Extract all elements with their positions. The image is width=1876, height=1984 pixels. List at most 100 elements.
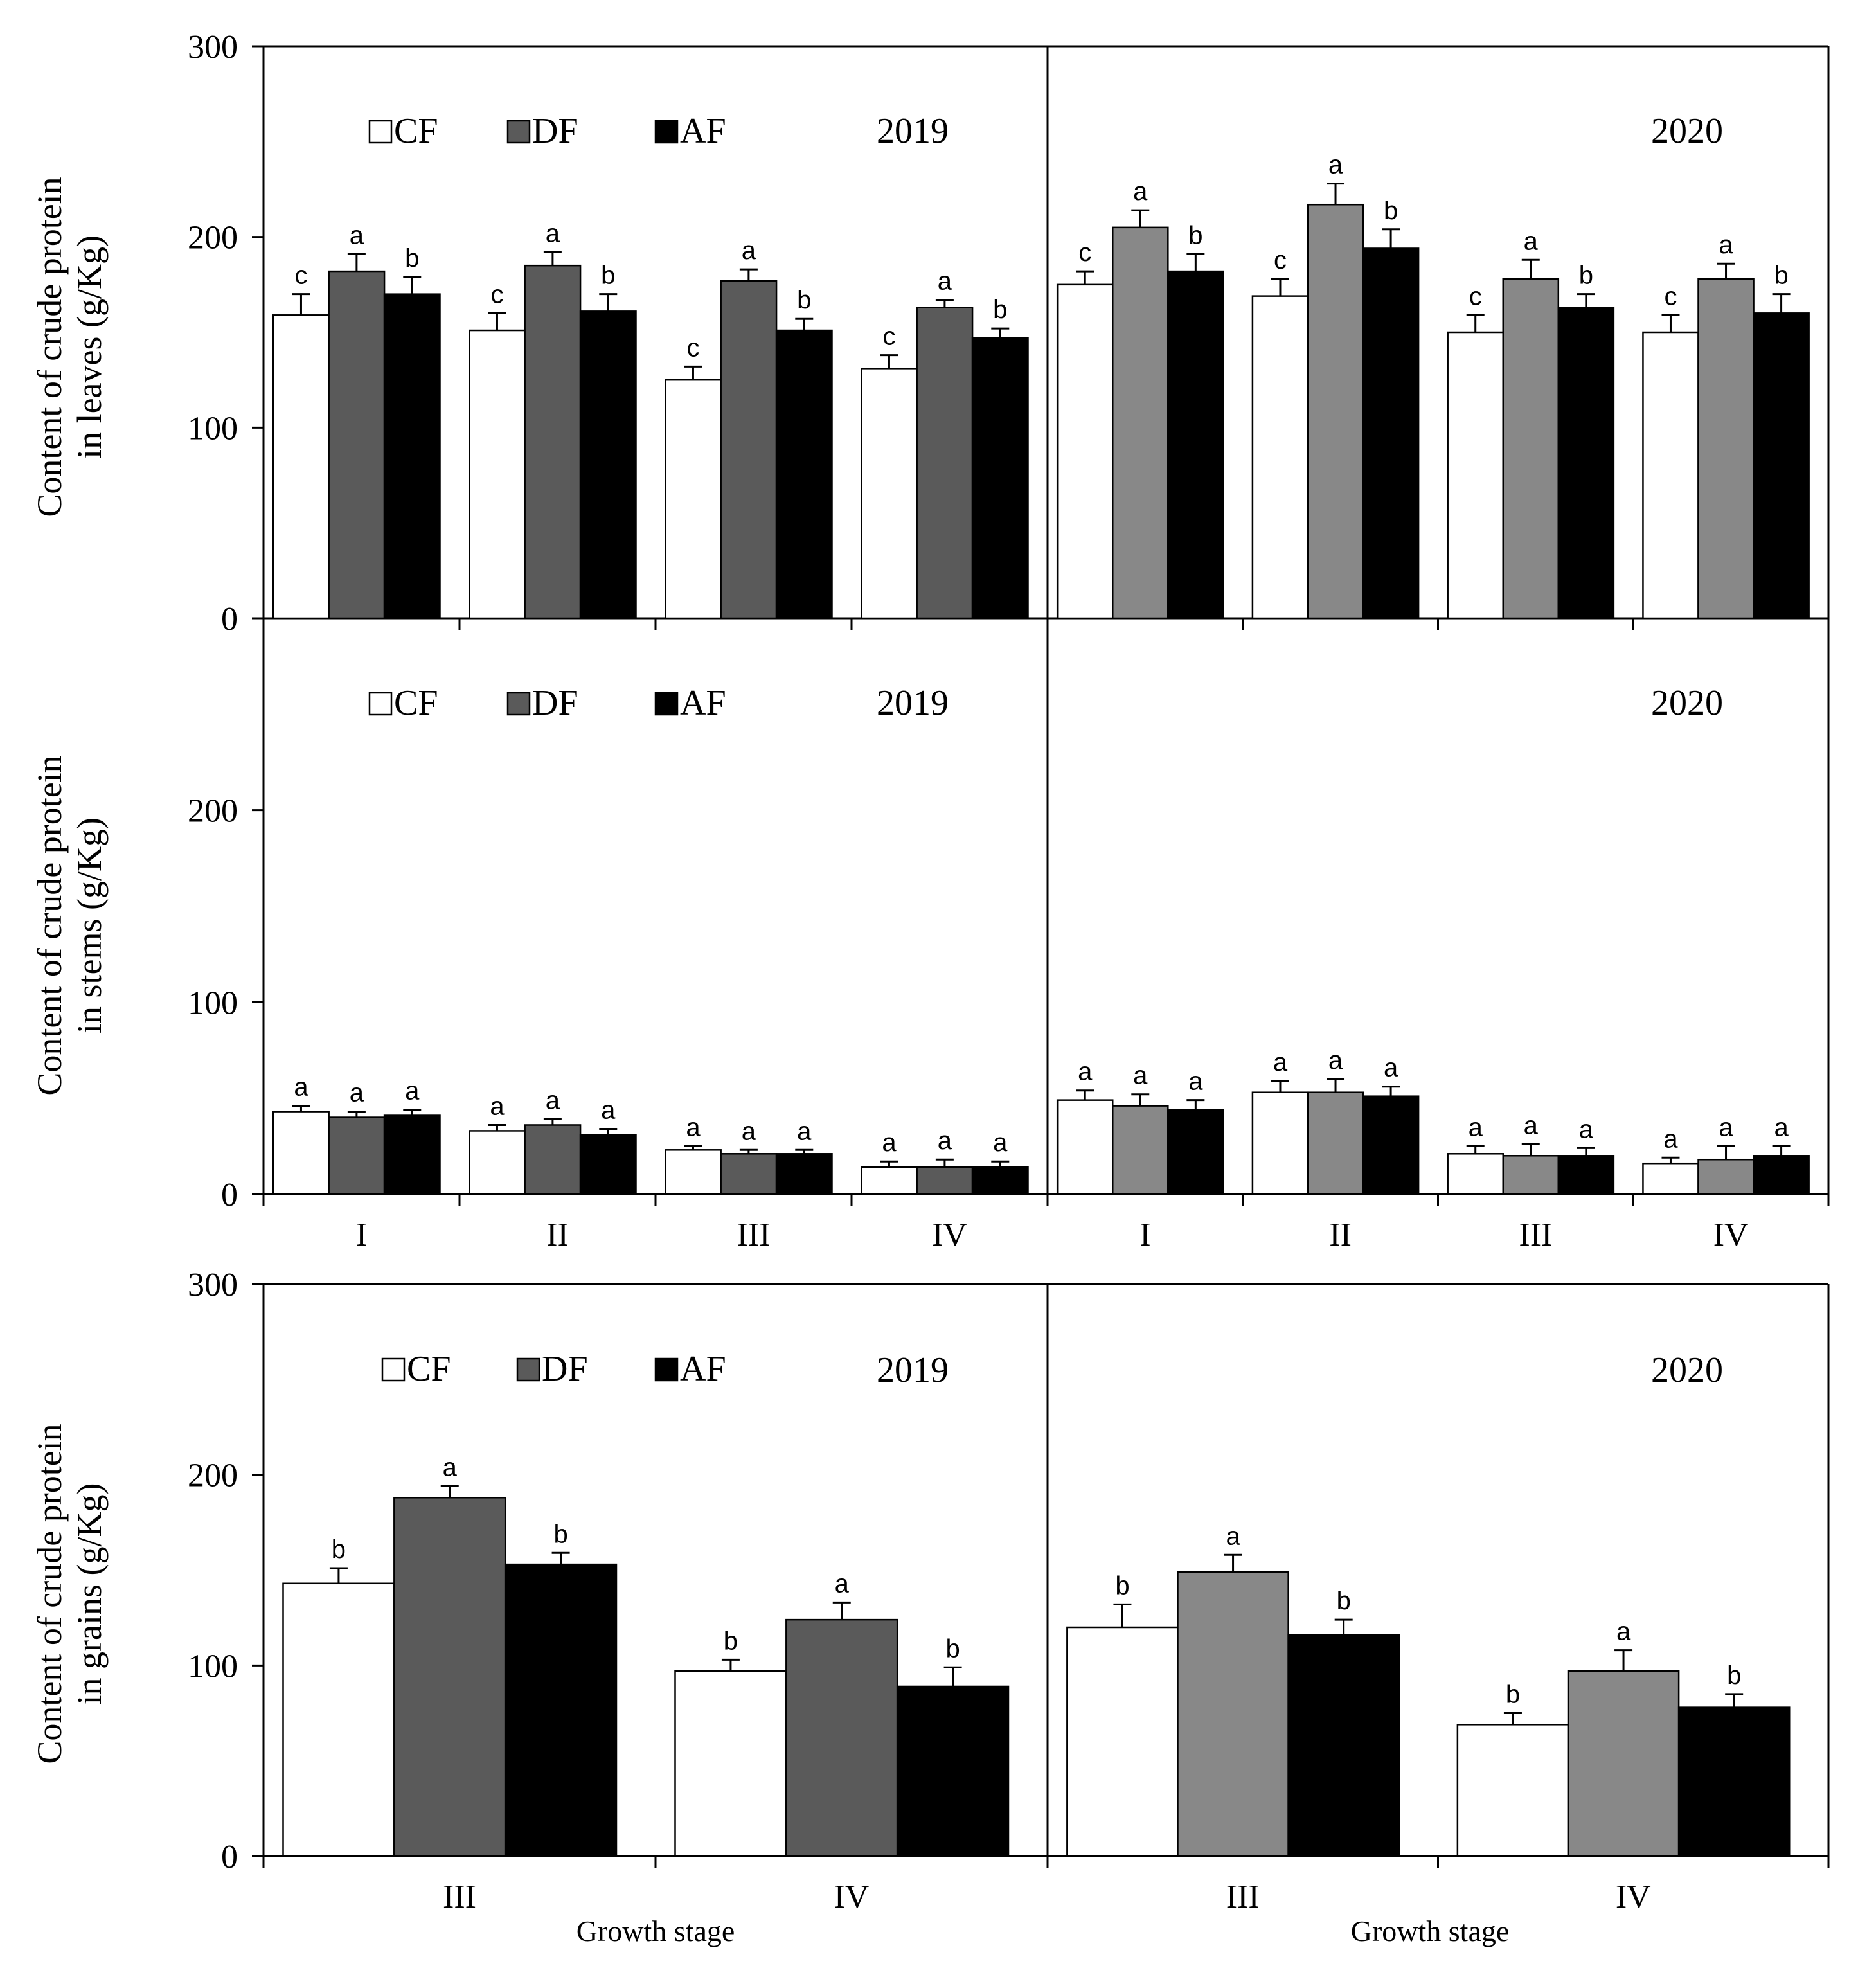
significance-label: a [797, 1117, 812, 1145]
year-label: 2020 [1651, 1350, 1723, 1390]
bar-AF-2020-III [1287, 1634, 1400, 1857]
bar-CF-2020-I [1056, 1099, 1114, 1195]
significance-label: a [686, 1113, 701, 1141]
year-label: 2019 [877, 683, 949, 723]
chart-grains: 0 100 200 300 Content of crude proteinin gra… [30, 1267, 1830, 1915]
bar-AF-2019-I [383, 1114, 441, 1195]
significance-label: b [993, 296, 1007, 324]
x-category-label: II [546, 1217, 569, 1253]
year-label: 2019 [877, 111, 949, 151]
bar-CF-2020-IV [1456, 1724, 1569, 1857]
x-category-label: IV [1713, 1217, 1749, 1253]
bar-DF-2020-II [1307, 203, 1364, 620]
legend-label-AF: AF [680, 1349, 726, 1389]
significance-label: c [686, 334, 699, 362]
legend-swatch-CF [368, 120, 393, 144]
legend-swatch-DF [506, 120, 531, 144]
bar-CF-2019-IV [861, 368, 918, 620]
bar-DF-2020-IV [1697, 1158, 1755, 1195]
bar-AF-2020-IV [1753, 1155, 1810, 1195]
significance-label: a [1133, 1062, 1148, 1090]
bar-CF-2020-II [1251, 1091, 1309, 1195]
bar-AF-2020-IV [1753, 312, 1810, 620]
x-axis-title-left: Growth stage [576, 1915, 735, 1947]
legend-label-CF: CF [394, 683, 438, 723]
significance-label: c [882, 323, 895, 351]
y-tick-label: 100 [188, 1648, 238, 1685]
legend-label-DF: DF [532, 683, 578, 723]
x-category-label: III [443, 1879, 476, 1915]
bar-CF-2019-IV [674, 1670, 787, 1857]
bar-AF-2019-I [383, 293, 441, 620]
significance-label: b [797, 286, 811, 314]
significance-label: a [1273, 1048, 1288, 1077]
bar-CF-2020-IV [1642, 331, 1699, 620]
y-tick-label: 300 [188, 1267, 238, 1303]
bar-DF-2019-II [524, 264, 582, 620]
x-category-label: III [1226, 1879, 1260, 1915]
chart-stems: 0 100 200 Content of crude proteinin stems … [30, 618, 1830, 1253]
panel-2019: b a b III b a b IV 2019 CF DF AF [262, 1349, 1010, 1915]
y-tick-label: 0 [221, 1177, 238, 1213]
bar-AF-2019-IV [971, 337, 1029, 620]
year-label: 2019 [877, 1350, 949, 1390]
legend-label-AF: AF [680, 683, 726, 723]
bar-DF-2020-II [1307, 1091, 1364, 1195]
significance-label: a [1188, 1068, 1203, 1096]
y-axis-title-line: in stems (g/Kg) [70, 818, 109, 1033]
significance-label: a [443, 1453, 458, 1481]
panel-2020: a a a Ia a a II a a a III a a a IV 2020 [1056, 683, 1830, 1253]
legend-label-DF: DF [532, 111, 578, 151]
significance-label: c [294, 262, 307, 290]
bar-DF-2019-IV [916, 1166, 974, 1195]
significance-label: a [742, 1117, 756, 1145]
legend: CF DF AF [368, 683, 726, 723]
panel-2020: b a b III b a b IV 2020 [1066, 1350, 1830, 1915]
significance-label: a [993, 1129, 1008, 1157]
y-axis-title-line: Content of crude protein [30, 755, 69, 1095]
panel-2019: a a a Ia a a II a a a III a a a IV 2019 CF DF AF [262, 683, 1029, 1253]
bar-CF-2020-III [1066, 1626, 1179, 1857]
bar-AF-2020-IV [1677, 1706, 1791, 1857]
bar-CF-2019-IV [861, 1166, 918, 1195]
bar-CF-2019-I [272, 1111, 330, 1195]
legend: CF DF AF [368, 111, 726, 151]
bar-AF-2019-III [775, 329, 833, 620]
legend-label-CF: CF [407, 1349, 451, 1389]
bar-AF-2019-II [579, 310, 637, 620]
significance-label: a [546, 1087, 560, 1115]
significance-label: a [350, 1079, 364, 1107]
significance-label: a [742, 237, 756, 265]
bar-AF-2020-I [1167, 270, 1224, 620]
significance-label: a [1579, 1115, 1594, 1143]
significance-label: a [1524, 1111, 1539, 1139]
y-axis-title: Content of crude proteinin stems (g/Kg) [30, 755, 109, 1095]
legend-label-CF: CF [394, 111, 438, 151]
y-tick-label: 200 [188, 1458, 238, 1494]
legend-swatch-DF [516, 1357, 540, 1382]
bar-DF-2020-III [1502, 1155, 1560, 1195]
legend: CF DF AF [381, 1349, 726, 1389]
bar-AF-2020-III [1557, 1155, 1615, 1195]
panel-2020: c a b c a b c a b c a b 2020 [1056, 111, 1830, 630]
bar-CF-2020-III [1447, 1153, 1504, 1195]
y-tick-label: 0 [221, 1839, 238, 1875]
significance-label: a [294, 1073, 308, 1102]
bar-DF-2020-I [1112, 1105, 1169, 1195]
legend-swatch-AF [654, 1357, 679, 1382]
legend-label-AF: AF [680, 111, 726, 151]
bar-DF-2019-IV [916, 307, 974, 620]
significance-label: a [601, 1096, 616, 1124]
y-axis-title-line: Content of crude protein [30, 177, 69, 517]
significance-label: a [546, 219, 560, 247]
bar-CF-2020-IV [1642, 1162, 1699, 1195]
bar-CF-2020-II [1251, 295, 1309, 620]
significance-label: b [724, 1627, 738, 1655]
significance-label: b [1774, 262, 1788, 290]
significance-label: b [1337, 1587, 1351, 1615]
legend-swatch-AF [654, 692, 679, 716]
significance-label: c [490, 280, 503, 308]
legend-swatch-DF [506, 692, 531, 716]
significance-label: b [945, 1634, 960, 1663]
